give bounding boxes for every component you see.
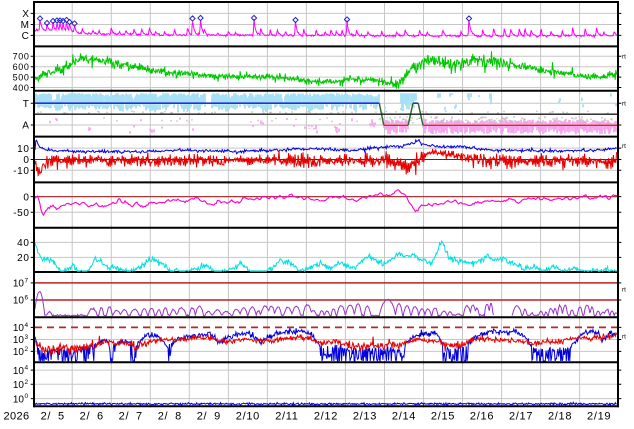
svg-text:2/ 7: 2/ 7 bbox=[119, 410, 143, 422]
svg-text:0: 0 bbox=[23, 155, 29, 166]
svg-text:10: 10 bbox=[13, 394, 25, 405]
svg-text:2: 2 bbox=[25, 379, 29, 386]
svg-text:10: 10 bbox=[13, 366, 25, 377]
svg-text:600: 600 bbox=[13, 62, 30, 72]
svg-text:rt: rt bbox=[622, 287, 626, 294]
svg-text:10: 10 bbox=[13, 323, 25, 334]
svg-text:2/ 8: 2/ 8 bbox=[158, 410, 182, 422]
svg-text:4: 4 bbox=[25, 365, 29, 372]
svg-text:0: 0 bbox=[25, 393, 29, 400]
svg-text:6: 6 bbox=[25, 295, 29, 302]
svg-text:40: 40 bbox=[17, 238, 29, 249]
svg-text:2/14: 2/14 bbox=[392, 410, 416, 422]
svg-text:700: 700 bbox=[13, 52, 30, 62]
svg-text:2/ 9: 2/ 9 bbox=[197, 410, 221, 422]
svg-text:4: 4 bbox=[25, 322, 29, 329]
svg-text:rt: rt bbox=[622, 101, 626, 108]
svg-text:2/15: 2/15 bbox=[431, 410, 455, 422]
svg-text:A: A bbox=[22, 121, 29, 132]
svg-text:2/19: 2/19 bbox=[587, 410, 611, 422]
svg-text:rt: rt bbox=[622, 334, 626, 341]
svg-text:3: 3 bbox=[25, 334, 29, 341]
svg-text:2/ 5: 2/ 5 bbox=[41, 410, 65, 422]
svg-text:T: T bbox=[23, 99, 30, 110]
svg-text:C: C bbox=[22, 31, 30, 42]
svg-text:10: 10 bbox=[17, 144, 29, 155]
svg-text:400: 400 bbox=[13, 83, 30, 93]
svg-text:10: 10 bbox=[13, 335, 25, 346]
svg-text:rt: rt bbox=[622, 143, 626, 150]
svg-text:2/17: 2/17 bbox=[509, 410, 533, 422]
svg-text:-10: -10 bbox=[13, 166, 29, 177]
svg-text:2/18: 2/18 bbox=[548, 410, 572, 422]
svg-text:20: 20 bbox=[17, 253, 29, 264]
svg-text:2/13: 2/13 bbox=[353, 410, 377, 422]
svg-text:10: 10 bbox=[13, 296, 25, 307]
svg-text:0: 0 bbox=[23, 192, 29, 203]
svg-text:2/12: 2/12 bbox=[314, 410, 338, 422]
svg-text:2/11: 2/11 bbox=[275, 410, 298, 422]
svg-text:500: 500 bbox=[13, 72, 30, 82]
svg-text:2/ 6: 2/ 6 bbox=[80, 410, 104, 422]
svg-text:2: 2 bbox=[25, 346, 29, 353]
svg-text:10: 10 bbox=[13, 279, 25, 290]
svg-text:rt: rt bbox=[622, 54, 626, 61]
svg-text:7: 7 bbox=[25, 277, 29, 284]
svg-text:-50: -50 bbox=[13, 208, 29, 219]
svg-text:2/16: 2/16 bbox=[470, 410, 494, 422]
svg-text:10: 10 bbox=[13, 347, 25, 358]
svg-text:2026: 2026 bbox=[3, 410, 29, 422]
svg-text:M: M bbox=[21, 20, 30, 31]
svg-text:X: X bbox=[22, 9, 29, 20]
svg-text:2/10: 2/10 bbox=[236, 410, 260, 422]
svg-text:10: 10 bbox=[13, 380, 25, 391]
